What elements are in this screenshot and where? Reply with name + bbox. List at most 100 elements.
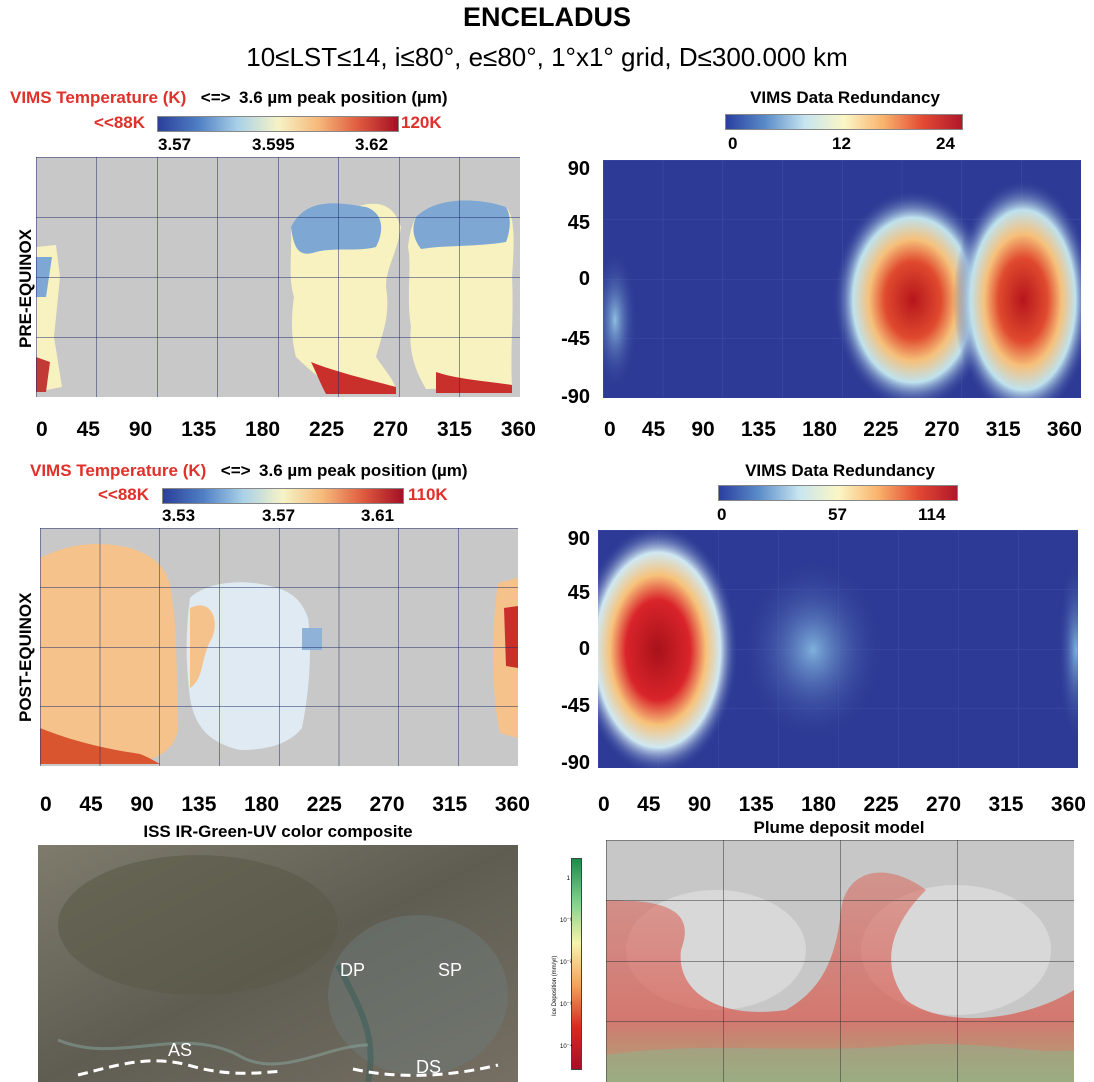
x-tick: 180	[245, 418, 281, 441]
post-peak-label: 3.6 µm peak position (µm)	[259, 461, 468, 480]
post-temp-label: VIMS Temperature (K)	[30, 461, 207, 480]
pre-red-tick-1: 12	[832, 134, 851, 153]
y-tick: 90	[567, 528, 590, 550]
pre-high-label: 120K	[401, 113, 442, 132]
x-tick: 270	[372, 418, 409, 441]
post-redundancy-map	[598, 530, 1078, 768]
y-tick: -45	[561, 328, 590, 350]
pre-temp-label: VIMS Temperature (K)	[10, 88, 187, 107]
plume-colorbar	[571, 858, 582, 1070]
pre-tick-1: 3.57	[158, 135, 192, 154]
x-tick: 225	[306, 793, 342, 816]
x-tick: 135	[740, 418, 776, 441]
pre-tick-2: 3.595	[252, 135, 295, 154]
x-tick: 90	[687, 793, 712, 816]
pre-peak-label: 3.6 µm peak position (µm)	[239, 88, 448, 107]
post-redundancy-map-svg	[598, 530, 1078, 768]
x-tick: 135	[181, 418, 217, 441]
pre-temp-header: VIMS Temperature (K) <=> 3.6 µm peak pos…	[10, 88, 448, 108]
post-red-tick-0: 0	[717, 505, 727, 524]
y-tick: 0	[578, 268, 590, 290]
y-tick: 45	[567, 582, 590, 604]
x-tick: 135	[181, 793, 217, 816]
post-tick-2: 3.57	[262, 506, 296, 525]
iss-title: ISS IR-Green-UV color composite	[143, 822, 413, 841]
post-low-label: <<88K	[98, 485, 150, 504]
x-tick: 225	[863, 793, 899, 816]
cb-tick: 10⁻⁴	[560, 1044, 573, 1050]
x-tick: 0	[36, 418, 48, 441]
x-tick: 360	[1050, 793, 1086, 816]
x-tick: 360	[494, 793, 530, 816]
x-tick: 315	[988, 793, 1024, 816]
post-arrow: <=>	[220, 461, 251, 480]
x-tick: 90	[128, 418, 153, 441]
pre-low-label: <<88K	[94, 113, 146, 132]
x-tick: 315	[985, 418, 1021, 441]
y-tick: -90	[561, 386, 590, 408]
plume-deposit-map	[606, 840, 1074, 1082]
y-tick: 90	[567, 158, 590, 180]
x-tick: 0	[598, 793, 610, 816]
post-temperature-map-svg	[40, 528, 518, 766]
y-tick: 45	[567, 212, 590, 234]
plume-colorbar-area: 1 10⁻¹ 10⁻² 10⁻³ 10⁻⁴ Ice Deposition (mm…	[548, 846, 598, 1080]
pre-tick-3: 3.62	[355, 135, 389, 154]
x-tick: 45	[79, 793, 103, 816]
post-redundancy-colorbar	[718, 485, 958, 501]
cb-tick: 10⁻¹	[560, 918, 572, 924]
pre-arrow: <=>	[200, 88, 231, 107]
pre-red-tick-2: 24	[936, 134, 955, 153]
cb-tick: 10⁻³	[560, 1002, 572, 1008]
pre-temp-colorbar	[157, 116, 399, 132]
x-tick: 90	[130, 793, 154, 816]
x-tick: 45	[641, 418, 666, 441]
x-tick: 180	[801, 793, 837, 816]
post-temp-colorbar	[162, 488, 404, 504]
figure-subtitle: 10≤LST≤14, i≤80°, e≤80°, 1°x1° grid, D≤3…	[246, 42, 848, 72]
pre-redundancy-colorbar	[725, 114, 963, 130]
x-tick: 270	[369, 793, 405, 816]
x-tick: 315	[436, 418, 472, 441]
x-tick: 180	[244, 793, 280, 816]
x-tick: 360	[500, 418, 536, 441]
y-tick: -90	[561, 752, 590, 774]
x-tick: 225	[309, 418, 345, 441]
x-tick: 315	[432, 793, 468, 816]
dp-label: DP	[340, 960, 366, 980]
pre-redundancy-map	[603, 160, 1081, 398]
post-red-tick-1: 57	[828, 505, 847, 524]
plume-colorbar-ticks: 1 10⁻¹ 10⁻² 10⁻³ 10⁻⁴	[560, 858, 573, 1068]
x-tick: 45	[637, 793, 661, 816]
iss-composite-map: DP SP AS DS	[38, 845, 518, 1082]
post-tick-3: 3.61	[361, 506, 395, 525]
as-label: AS	[168, 1040, 193, 1060]
x-tick: 135	[738, 793, 774, 816]
x-tick: 225	[863, 418, 899, 441]
ds-label: DS	[416, 1057, 442, 1077]
pre-red-x-axis: 0 45 90 135 180 225 270 315 360	[604, 418, 1082, 442]
post-red-x-axis: 0 45 90 135 180 225 270 315 360	[598, 793, 1086, 817]
cb-tick: 10⁻²	[560, 960, 572, 966]
pre-temp-x-axis: 0 45 90 135 180 225 270 315 360	[36, 418, 536, 442]
cb-tick: 1	[566, 876, 570, 882]
x-tick: 180	[802, 418, 838, 441]
x-tick: 360	[1046, 418, 1082, 441]
plume-colorbar-label: Ice Deposition (mm/yr)	[552, 955, 558, 1016]
pre-red-tick-0: 0	[728, 134, 738, 153]
x-tick: 90	[691, 418, 715, 441]
post-tick-1: 3.53	[162, 506, 196, 525]
x-tick: 0	[40, 793, 52, 816]
pre-redundancy-map-svg	[603, 160, 1081, 398]
post-redundancy-title: VIMS Data Redundancy	[745, 461, 935, 480]
post-temperature-map	[40, 528, 518, 766]
pre-temperature-map-svg	[36, 157, 520, 397]
y-tick: -45	[561, 695, 590, 717]
plume-title: Plume deposit model	[753, 818, 925, 837]
y-tick: 0	[578, 638, 590, 660]
x-tick: 45	[76, 418, 100, 441]
plume-deposit-svg	[606, 840, 1074, 1082]
post-temp-x-axis: 0 45 90 135 180 225 270 315 360	[40, 793, 530, 817]
post-red-tick-2: 114	[918, 505, 946, 524]
iss-composite-svg	[38, 845, 518, 1082]
